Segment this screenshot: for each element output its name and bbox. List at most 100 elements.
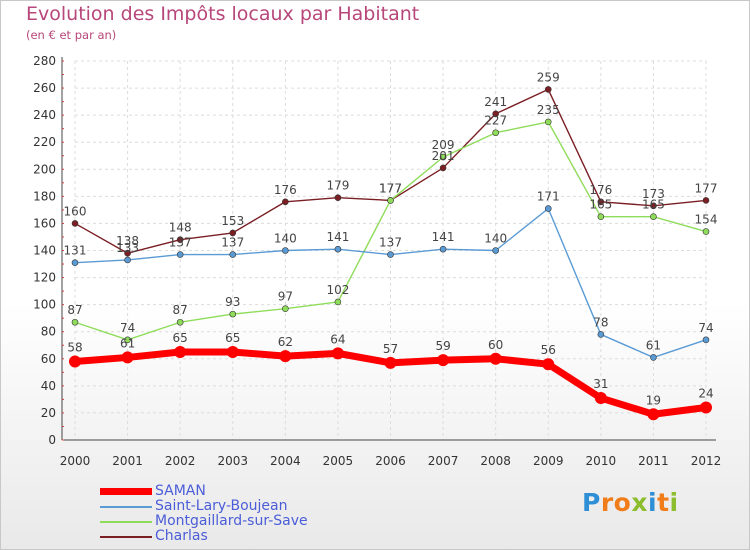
data-label: 137 xyxy=(379,236,402,250)
data-label: 227 xyxy=(484,114,507,128)
x-tick-label: 2010 xyxy=(586,454,617,468)
data-label: 93 xyxy=(225,295,240,309)
x-tick-label: 2008 xyxy=(480,454,511,468)
data-label: 65 xyxy=(225,331,240,345)
chart-title: Evolution des Impôts locaux par Habitant xyxy=(26,3,420,25)
data-point xyxy=(492,129,499,137)
data-point xyxy=(650,202,657,210)
data-label: 102 xyxy=(326,283,349,297)
data-label: 59 xyxy=(435,339,450,353)
legend-item: SAMAN xyxy=(100,483,400,499)
data-label: 87 xyxy=(67,303,82,317)
data-point xyxy=(334,245,342,253)
x-tick-label: 2002 xyxy=(165,454,196,468)
x-tick-label: 2004 xyxy=(270,454,301,468)
legend-item: Montgaillard-sur-Save xyxy=(100,513,400,529)
data-point xyxy=(121,351,134,364)
data-point xyxy=(229,229,237,237)
data-label: 141 xyxy=(326,230,349,244)
logo-letter: i xyxy=(669,488,679,517)
data-label: 171 xyxy=(537,190,560,204)
data-point xyxy=(439,164,447,172)
data-label: 57 xyxy=(383,342,398,356)
legend-swatch xyxy=(100,506,152,508)
data-label: 148 xyxy=(169,221,192,235)
data-label: 154 xyxy=(695,213,718,227)
y-tick-label: 160 xyxy=(33,216,56,230)
data-point xyxy=(124,256,131,264)
data-label: 160 xyxy=(64,204,87,218)
data-label: 165 xyxy=(589,198,612,212)
x-tick-label: 2009 xyxy=(533,454,564,468)
data-label: 61 xyxy=(646,338,661,352)
data-point xyxy=(124,336,131,344)
data-point xyxy=(702,336,710,344)
y-tick-label: 80 xyxy=(41,325,56,339)
legend-swatch xyxy=(100,536,152,538)
data-label: 259 xyxy=(537,70,560,84)
data-point xyxy=(334,298,342,306)
y-tick-label: 60 xyxy=(41,352,56,366)
x-tick-label: 2003 xyxy=(217,454,248,468)
data-point xyxy=(331,347,344,360)
data-label: 62 xyxy=(278,335,293,349)
data-label: 74 xyxy=(120,321,135,335)
data-label: 235 xyxy=(537,103,560,117)
data-point xyxy=(229,310,237,318)
y-tick-label: 180 xyxy=(33,189,56,203)
data-label: 173 xyxy=(642,187,665,201)
data-point xyxy=(439,153,447,161)
x-tick-label: 2000 xyxy=(60,454,91,468)
data-point xyxy=(387,197,394,204)
data-point xyxy=(597,213,605,220)
data-point xyxy=(384,356,397,369)
data-label: 176 xyxy=(589,183,612,197)
data-point xyxy=(174,346,187,359)
data-point xyxy=(489,352,502,365)
data-point xyxy=(282,247,289,254)
data-point xyxy=(492,247,499,254)
data-label: 140 xyxy=(484,232,507,246)
data-point xyxy=(597,331,605,338)
data-point xyxy=(702,228,710,235)
data-point xyxy=(597,198,605,206)
data-label: 60 xyxy=(488,338,503,352)
data-point xyxy=(176,318,184,326)
data-label: 19 xyxy=(646,393,661,407)
data-label: 201 xyxy=(432,149,455,163)
data-point xyxy=(176,251,184,258)
data-labels: 160 138 148 153 176 179 177 201 241 259 176 173 177 8… xyxy=(64,70,718,407)
data-label: 78 xyxy=(593,315,608,329)
proxiti-logo: Proxiti xyxy=(582,488,679,517)
data-point xyxy=(702,197,710,204)
y-tick-label: 20 xyxy=(41,406,56,420)
data-point xyxy=(544,118,552,126)
y-tick-label: 240 xyxy=(33,108,56,122)
data-point xyxy=(279,350,292,363)
data-point xyxy=(492,110,499,118)
data-point xyxy=(650,213,657,220)
legend-item: Charlas xyxy=(100,528,400,544)
data-point xyxy=(387,251,394,258)
data-label: 58 xyxy=(67,340,82,354)
data-point xyxy=(282,198,289,206)
data-label: 137 xyxy=(221,236,244,250)
data-point xyxy=(69,355,81,368)
legend-label: Charlas xyxy=(155,528,208,544)
y-tick-label: 220 xyxy=(33,135,56,149)
data-label: 65 xyxy=(173,331,188,345)
data-point xyxy=(542,358,555,371)
legend-swatch xyxy=(100,521,152,523)
x-tick-label: 2005 xyxy=(323,454,354,468)
grid-lines xyxy=(74,60,707,441)
y-tick-label: 260 xyxy=(33,81,56,95)
data-point xyxy=(71,259,79,266)
data-point xyxy=(71,318,79,326)
data-label: 140 xyxy=(274,232,297,246)
legend-label: SAMAN xyxy=(155,483,206,499)
data-point xyxy=(594,392,607,405)
y-tick-label: 200 xyxy=(33,162,56,176)
logo-letter: x xyxy=(631,488,648,517)
data-label: 87 xyxy=(173,303,188,317)
